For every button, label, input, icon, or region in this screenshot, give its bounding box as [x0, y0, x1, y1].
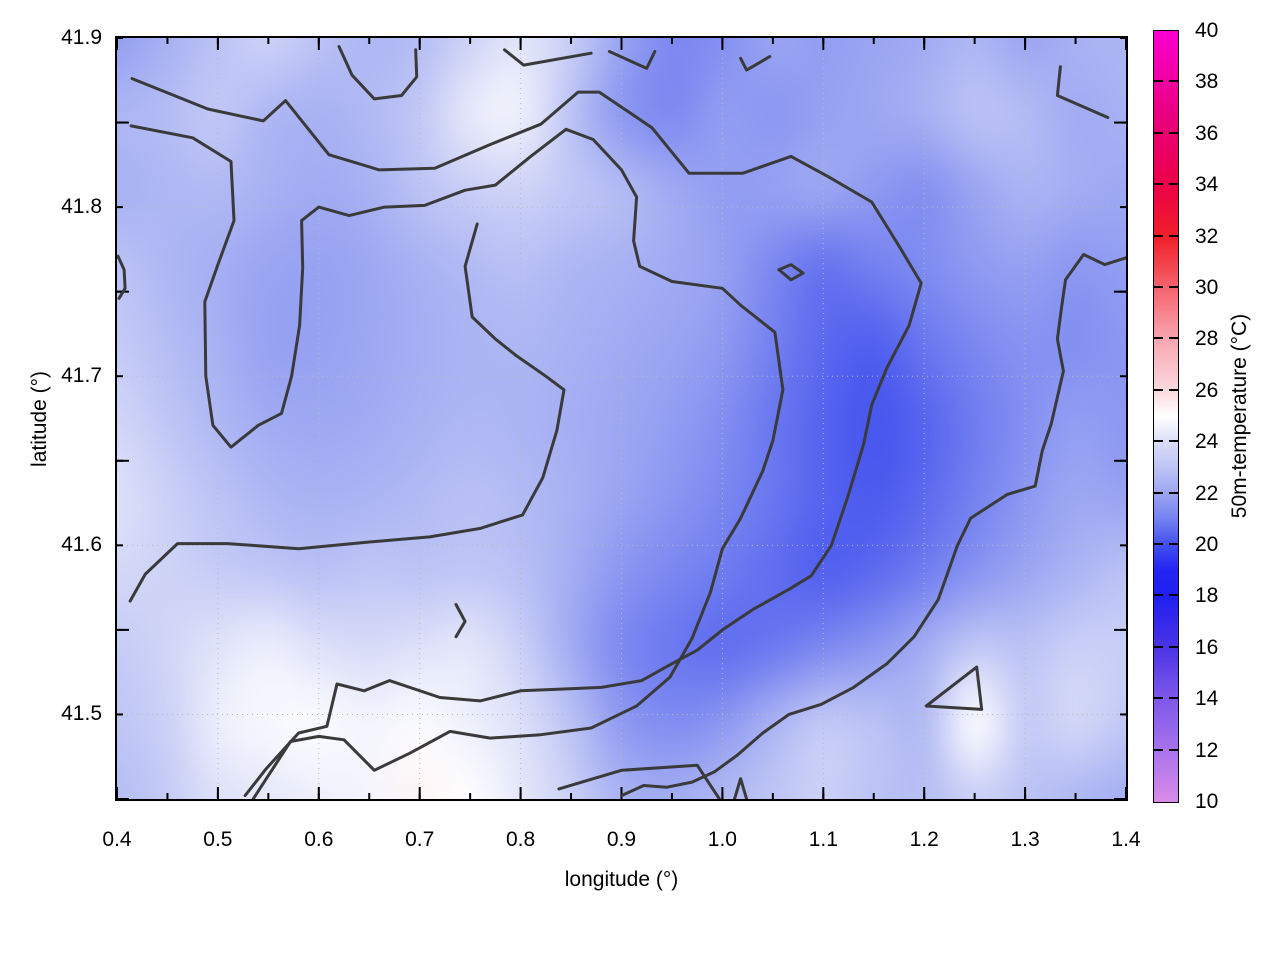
x-axis-label: longitude (°) [564, 868, 679, 891]
colorbar-tick-mark [1154, 491, 1163, 494]
colorbar-tick-mark [1154, 594, 1163, 597]
colorbar-tick-mark [1169, 131, 1178, 134]
colorbar-tick-mark [1169, 234, 1178, 237]
colorbar-tick-label: 28 [1195, 327, 1219, 351]
colorbar-tick-mark [1154, 131, 1163, 134]
colorbar-tick-mark [1154, 645, 1163, 648]
plot-area [115, 36, 1128, 801]
x-tick-label: 0.9 [606, 828, 637, 851]
colorbar-tick-mark [1154, 337, 1163, 340]
colorbar-label: 50m-temperature (°C) [1228, 313, 1251, 519]
colorbar-tick-mark [1154, 80, 1163, 83]
colorbar-tick-mark [1169, 748, 1178, 751]
colorbar-tick-mark [1154, 543, 1163, 545]
colorbar-tick-mark [1154, 697, 1163, 700]
colorbar-tick-label: 10 [1195, 790, 1219, 813]
colorbar-tick-mark [1154, 234, 1163, 237]
colorbar-tick-label: 36 [1195, 121, 1219, 145]
colorbar-tick-label: 30 [1195, 276, 1219, 299]
x-tick-label: 0.6 [304, 828, 334, 851]
y-tick-label: 41.7 [61, 364, 102, 388]
x-tick-label: 1.3 [1010, 828, 1040, 851]
colorbar-tick-mark [1169, 645, 1178, 648]
colorbar-tick-mark [1169, 440, 1178, 443]
colorbar-tick-label: 32 [1195, 224, 1219, 248]
colorbar-tick-label: 14 [1195, 687, 1219, 711]
x-tick-label: 1.4 [1111, 828, 1141, 851]
x-tick-label: 0.4 [102, 828, 132, 851]
colorbar-tick-mark [1169, 286, 1178, 288]
colorbar-tick-mark [1169, 543, 1178, 545]
colorbar-tick-label: 16 [1195, 635, 1219, 659]
colorbar-gradient [1153, 30, 1179, 803]
y-tick-label: 41.8 [61, 195, 102, 219]
colorbar-tick-label: 34 [1195, 173, 1219, 197]
x-tick-label: 0.5 [203, 828, 233, 851]
x-tick-label: 1.2 [909, 828, 939, 851]
colorbar-tick-mark [1169, 183, 1178, 186]
y-tick-label: 41.5 [61, 702, 102, 726]
colorbar-tick-mark [1154, 748, 1163, 751]
colorbar-tick-label: 20 [1195, 533, 1219, 556]
x-tick-label: 0.7 [405, 828, 435, 851]
colorbar-tick-mark [1154, 183, 1163, 186]
colorbar-tick-mark [1169, 388, 1178, 391]
colorbar-tick-mark [1154, 286, 1163, 288]
colorbar-tick-mark [1169, 491, 1178, 494]
colorbar-tick-label: 40 [1195, 19, 1219, 42]
colorbar-tick-label: 12 [1195, 738, 1219, 762]
x-tick-label: 1.1 [808, 828, 838, 851]
colorbar-tick-mark [1154, 388, 1163, 391]
x-tick-label: 1.0 [707, 828, 737, 851]
colorbar-tick-label: 24 [1195, 430, 1219, 454]
contour-grid-overlay [117, 38, 1126, 799]
colorbar-tick-label: 18 [1195, 584, 1219, 608]
x-tick-label: 0.8 [505, 828, 536, 851]
colorbar-tick-mark [1169, 594, 1178, 597]
colorbar-tick-mark [1169, 697, 1178, 700]
y-tick-label: 41.9 [61, 26, 102, 49]
y-tick-label: 41.6 [61, 533, 102, 557]
colorbar-tick-label: 38 [1195, 70, 1219, 94]
colorbar-tick-mark [1169, 80, 1178, 83]
colorbar-tick-label: 22 [1195, 481, 1219, 505]
colorbar-tick-mark [1154, 440, 1163, 443]
colorbar-tick-label: 26 [1195, 378, 1219, 402]
colorbar-tick-mark [1169, 337, 1178, 340]
y-axis-label: latitude (°) [28, 371, 51, 467]
